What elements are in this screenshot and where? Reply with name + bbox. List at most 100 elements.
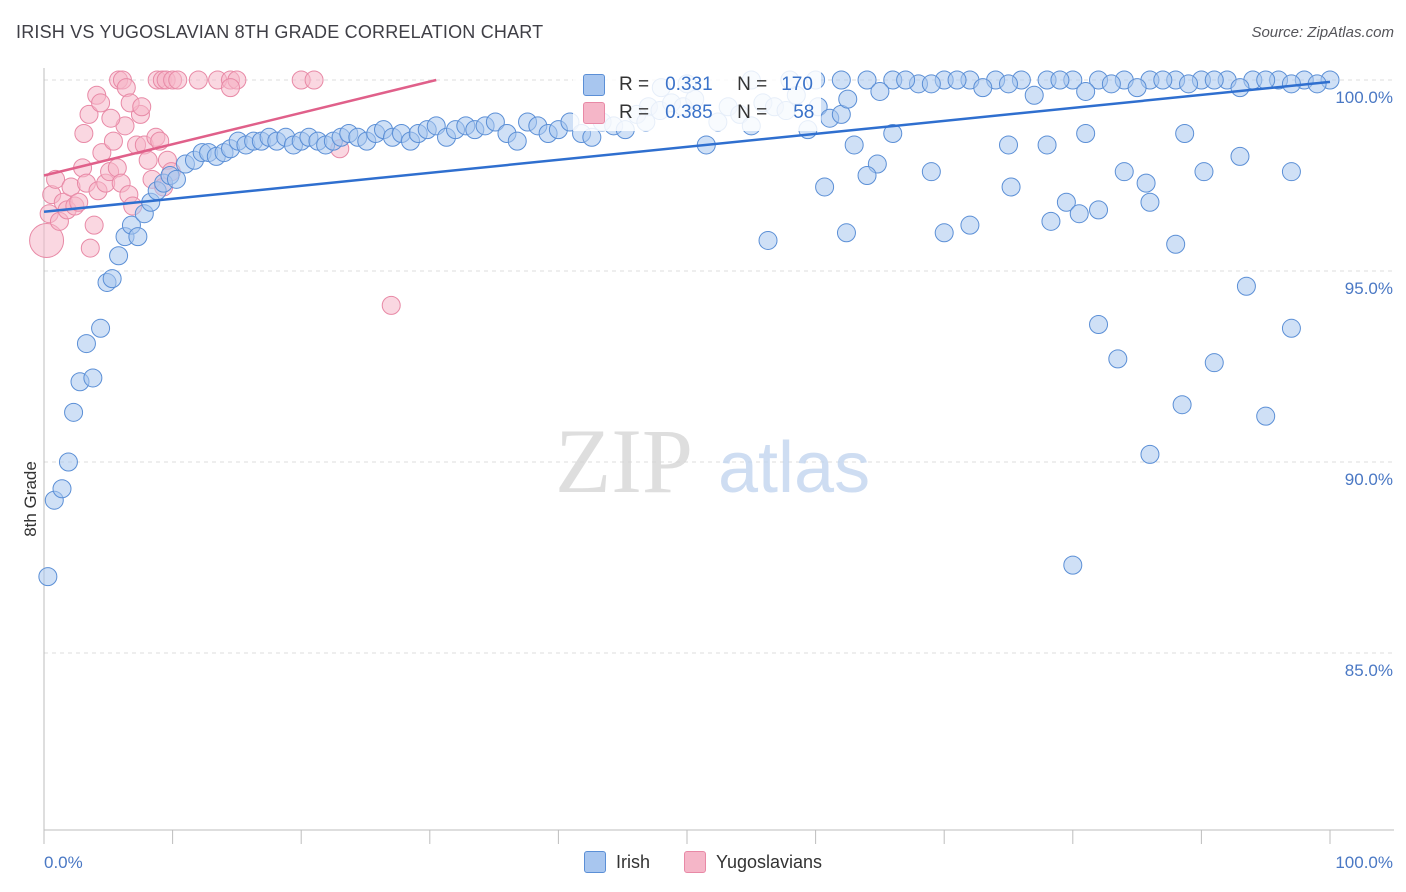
irish-point (1063, 555, 1083, 575)
y-axis-label: 8th Grade (21, 461, 40, 537)
irish-point (1050, 70, 1070, 90)
yugoslavians-point (74, 123, 94, 143)
y-tick-label: 100.0% (1335, 88, 1393, 107)
irish-point (128, 227, 148, 247)
irish-point (1001, 177, 1021, 197)
irish-point (999, 74, 1018, 94)
irish-point (1114, 162, 1134, 182)
irish-point (815, 177, 835, 197)
gridlines (44, 79, 1394, 654)
irish-trend-line (43, 80, 1331, 214)
irish-swatch (583, 74, 605, 96)
irish-point (836, 223, 856, 243)
irish-point (1204, 353, 1224, 373)
irish-point (1236, 276, 1256, 296)
irish-point (831, 70, 851, 90)
legend-item-yugoslavians[interactable]: Yugoslavians (683, 851, 823, 873)
irish-n-value: 170 (781, 74, 813, 95)
yugoslavians-point (103, 131, 123, 151)
stats-row-yugo: R = 0.385 N = 58 (583, 102, 814, 124)
yugoslavians-point (80, 238, 100, 258)
irish-point (1194, 162, 1214, 182)
yugoslavians-point (168, 70, 188, 90)
yugoslavians-point (132, 97, 152, 117)
irish-point (1204, 70, 1224, 90)
stats-box: R = 0.331 N = 170 R = 0.385 N = 58 (573, 67, 821, 131)
x-tick-label-max: 100.0% (1335, 853, 1393, 872)
yugoslavians-point (381, 295, 401, 315)
irish-point (1108, 349, 1128, 369)
legend-irish-label: Irish (615, 851, 650, 872)
x-tick-label-min: 0.0% (44, 853, 83, 872)
irish-point (109, 246, 129, 266)
irish-point (857, 70, 877, 90)
irish-point (1230, 78, 1250, 98)
irish-point (758, 230, 778, 250)
irish-point (1281, 74, 1301, 94)
axis-labels: 100.0% 95.0% 90.0% 85.0% 0.0% 100.0% (44, 88, 1393, 872)
yugoslavians-point (138, 150, 158, 170)
yugoslavians-point (304, 70, 324, 90)
irish-point (947, 70, 967, 90)
irish-points (38, 70, 1340, 587)
stats-row-irish: R = 0.331 N = 170 (583, 74, 813, 96)
yugoslavians-point (84, 215, 104, 235)
irish-point (64, 402, 84, 422)
yugoslavians-point (91, 93, 111, 113)
irish-point (1076, 81, 1096, 101)
irish-point (507, 131, 527, 151)
irish-point (1089, 314, 1109, 334)
irish-point (838, 89, 858, 109)
irish-point (973, 78, 993, 98)
yugoslavians-point (188, 70, 208, 90)
irish-point (1136, 173, 1156, 193)
watermark-atlas: atlas (718, 428, 870, 508)
y-tick-label: 95.0% (1345, 279, 1393, 298)
irish-point (857, 166, 877, 185)
irish-point (1127, 78, 1147, 98)
irish-point (1041, 211, 1061, 231)
yugoslavians-point (29, 222, 65, 258)
yugo-swatch (583, 102, 605, 124)
irish-r-value: 0.331 (665, 74, 713, 95)
legend-irish-swatch (583, 851, 606, 873)
irish-point (1140, 192, 1160, 212)
trend-lines (43, 78, 1331, 214)
yugo-r-label: R = (619, 102, 650, 123)
irish-point (1179, 74, 1199, 94)
irish-point (1166, 234, 1186, 254)
irish-point (999, 135, 1018, 155)
irish-point (1069, 204, 1089, 224)
irish-n-label: N = (737, 74, 768, 95)
irish-point (582, 127, 602, 147)
irish-point (1172, 395, 1192, 415)
chart-title: IRISH VS YUGOSLAVIAN 8TH GRADE CORRELATI… (16, 22, 544, 42)
irish-point (1230, 146, 1250, 166)
yugo-r-value: 0.385 (665, 102, 713, 123)
irish-point (870, 81, 890, 101)
irish-point (58, 452, 78, 472)
legend-item-irish[interactable]: Irish (583, 851, 650, 873)
irish-point (1140, 444, 1160, 464)
irish-point (166, 169, 186, 189)
irish-point (1037, 135, 1057, 155)
irish-point (1056, 192, 1076, 212)
irish-point (76, 334, 96, 354)
irish-point (960, 215, 980, 235)
irish-point (485, 112, 505, 132)
legend-yugo-label: Yugoslavians (715, 851, 823, 872)
legend: Irish Yugoslavians (0, 851, 1406, 873)
irish-point (883, 123, 903, 143)
y-tick-label: 90.0% (1345, 470, 1393, 489)
irish-point (934, 223, 954, 243)
irish-point (896, 70, 916, 90)
irish-point (52, 479, 72, 499)
irish-point (1153, 70, 1173, 90)
yugoslavians-point (220, 78, 240, 98)
yugoslavians-point (79, 104, 99, 124)
yugo-n-label: N = (737, 102, 768, 123)
watermark-zip: ZIP (555, 410, 693, 512)
irish-point (1101, 74, 1121, 94)
irish-point (1175, 123, 1195, 143)
irish-point (1256, 70, 1276, 90)
